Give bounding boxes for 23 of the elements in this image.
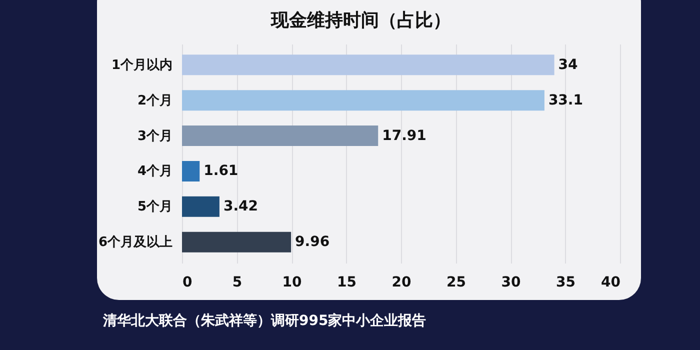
y-tick-label: 3个月	[137, 128, 172, 144]
x-tick-label: 20	[392, 274, 412, 290]
x-tick-label: 0	[182, 274, 192, 290]
x-tick-label: 10	[282, 274, 302, 290]
chart-title: 现金维持时间（占比）	[270, 10, 451, 31]
x-tick-label: 15	[337, 274, 356, 290]
x-tick-label: 40	[601, 274, 621, 290]
y-tick-label: 2个月	[137, 93, 172, 108]
data-label: 1.61	[204, 163, 238, 180]
data-label: 17.91	[382, 128, 426, 144]
y-tick-label: 4个月	[137, 164, 172, 180]
data-label: 33.1	[548, 92, 583, 108]
text: 清华北大联合（朱武祥等）调研995家中小企业报告	[103, 312, 426, 330]
y-tick-label: 1个月以内	[111, 58, 172, 73]
data-label: 9.96	[295, 234, 330, 250]
y-tick-label: 6个月及以上	[98, 235, 172, 250]
data-label: 34	[558, 56, 578, 73]
x-tick-label: 30	[501, 274, 521, 290]
x-tick-label: 5	[232, 274, 242, 290]
x-tick-label: 35	[556, 274, 576, 290]
y-tick-label: 5个月	[137, 200, 172, 215]
data-label: 3.42	[223, 198, 258, 215]
x-tick-label: 25	[446, 274, 466, 290]
